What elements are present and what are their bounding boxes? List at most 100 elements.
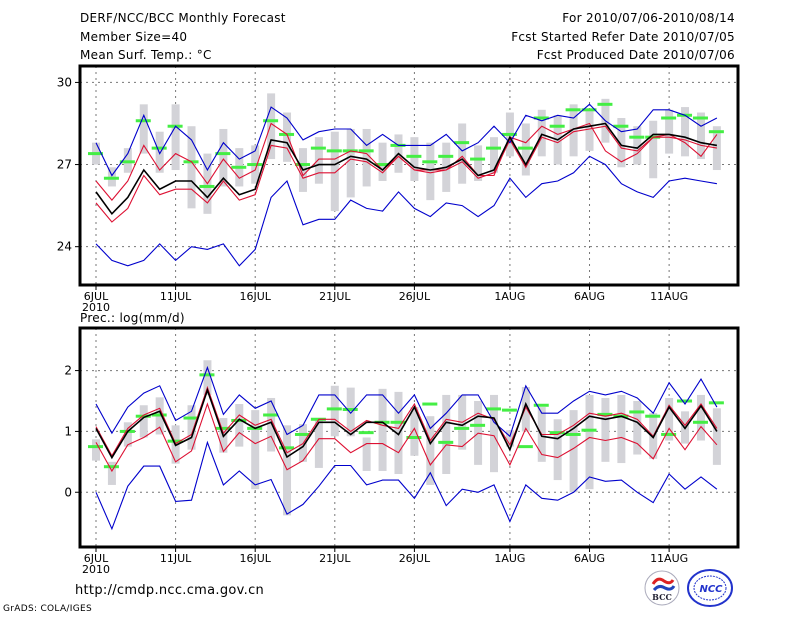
member-mark — [103, 176, 119, 180]
spread-box — [649, 120, 658, 179]
member-mark — [390, 420, 406, 424]
member-mark — [645, 414, 661, 418]
series-line-min — [95, 155, 717, 267]
prec-variable-label: Prec.: log(mm/d) — [80, 311, 185, 325]
member-mark — [103, 465, 119, 469]
spread-box — [490, 394, 498, 473]
member-mark — [661, 432, 677, 436]
spread-box — [505, 430, 514, 447]
member-size-label: Member Size=40 — [80, 30, 188, 44]
spread-box — [458, 123, 467, 184]
x-tick-label: 6JUL — [84, 290, 109, 303]
series-line-upper — [95, 122, 718, 201]
member-mark — [422, 160, 438, 164]
spread-box — [139, 104, 148, 154]
member-mark — [613, 124, 629, 128]
member-mark — [549, 124, 565, 128]
member-mark — [629, 135, 645, 139]
spread-box — [696, 112, 705, 160]
spread-box — [283, 112, 292, 162]
series-line-max — [95, 365, 718, 438]
member-mark — [151, 146, 167, 150]
spread-box — [330, 131, 339, 212]
member-mark — [565, 108, 581, 112]
spread-box — [585, 109, 594, 151]
spread-box — [617, 118, 626, 168]
x-tick-label: 11JUL — [160, 552, 192, 565]
series-line-lower — [95, 402, 718, 473]
member-mark — [88, 445, 103, 449]
series-line-mean — [95, 387, 718, 460]
spread-box — [553, 419, 562, 481]
x-tick-label: 6AUG — [574, 290, 605, 303]
spread-box — [123, 422, 132, 447]
x-tick-label: 6JUL — [84, 552, 109, 565]
member-mark — [151, 413, 167, 417]
x-tick-label: 1AUG — [494, 552, 525, 565]
member-mark — [486, 146, 501, 150]
member-mark — [708, 130, 724, 134]
x-tick-label: 16JUL — [239, 552, 271, 565]
spread-box — [187, 126, 196, 209]
spread-box — [362, 437, 371, 471]
spread-box — [171, 104, 180, 171]
member-mark — [597, 412, 613, 416]
spread-box — [712, 408, 721, 465]
spread-box — [314, 419, 323, 468]
x-tick-label: 1AUG — [494, 290, 525, 303]
member-mark — [231, 165, 247, 169]
spread-box — [426, 416, 435, 485]
x-tick-label: 11JUL — [160, 290, 192, 303]
member-mark — [342, 408, 358, 412]
y-tick-label: 2 — [64, 364, 72, 378]
x-tick-label: 11AUG — [650, 552, 688, 565]
spread-box — [283, 425, 292, 516]
member-mark — [358, 431, 374, 435]
spread-box — [490, 137, 498, 173]
spread-box — [569, 410, 578, 493]
spread-box — [362, 128, 371, 187]
member-mark — [279, 446, 295, 450]
member-mark — [183, 416, 199, 420]
member-mark — [374, 163, 390, 167]
member-mark — [692, 420, 708, 424]
member-mark — [88, 152, 103, 156]
member-mark — [533, 116, 549, 120]
spread-box — [665, 397, 674, 441]
spread-box — [251, 410, 260, 490]
member-mark — [199, 373, 215, 377]
member-mark — [135, 119, 151, 123]
svg-text:NCC: NCC — [699, 584, 723, 595]
spread-box — [330, 385, 339, 437]
spread-box — [633, 401, 642, 455]
spread-box — [442, 394, 451, 474]
spread-box — [187, 405, 196, 450]
year-label: 2010 — [82, 563, 110, 576]
member-mark — [565, 432, 581, 436]
member-mark — [135, 414, 151, 418]
spread-box — [696, 394, 705, 441]
member-mark — [549, 431, 565, 435]
y-tick-label: 24 — [57, 240, 72, 254]
member-mark — [517, 146, 533, 150]
member-mark — [167, 439, 183, 443]
member-mark — [661, 116, 677, 120]
chart-title: DERF/NCC/BCC Monthly Forecast — [80, 11, 286, 25]
ncc-logo: NCC — [686, 568, 734, 608]
spread-box — [426, 142, 435, 201]
source-url[interactable]: http://cmdp.ncc.cma.gov.cn — [75, 583, 265, 598]
spread-box — [139, 405, 148, 438]
member-mark — [692, 116, 708, 120]
spread-box — [394, 391, 403, 474]
y-tick-label: 30 — [57, 75, 72, 89]
member-mark — [501, 132, 517, 136]
member-mark — [517, 445, 533, 449]
spread-box — [267, 93, 276, 160]
x-tick-label: 21JUL — [319, 290, 351, 303]
spread-box — [569, 104, 578, 157]
plot-frame — [78, 64, 740, 287]
member-mark — [422, 402, 438, 406]
spread-box — [107, 461, 116, 485]
series-line-min — [95, 440, 718, 531]
